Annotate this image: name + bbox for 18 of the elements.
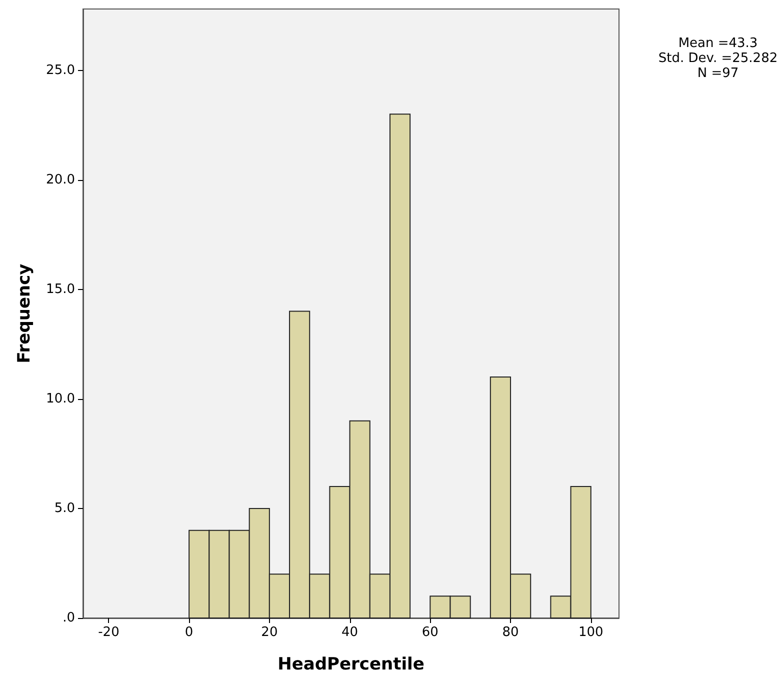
x-tick-label: 40 [342,625,358,640]
y-tick-label: 10.0 [46,391,75,406]
y-axis-title: Frequency [14,264,34,364]
y-tick-label: 5.0 [54,500,75,516]
text: Mean =43.3 [678,36,758,51]
y-tick-label: 20.0 [46,172,75,188]
x-tick-label: 80 [502,625,519,640]
text: N =97 [697,66,739,81]
x-tick-label: 100 [578,625,604,640]
y-tick-label: 15.0 [46,282,75,297]
x-tick-label: 0 [184,625,194,640]
y-tick-label: 25.0 [46,62,75,78]
x-axis-title: HeadPercentile [278,654,424,674]
x-tick-label: -20 [98,625,120,640]
text: Std. Dev. =25.282 [658,51,778,66]
y-tick-label: .0 [62,610,75,626]
x-tick-label: 20 [261,625,278,640]
x-tick-label: 60 [422,625,438,640]
